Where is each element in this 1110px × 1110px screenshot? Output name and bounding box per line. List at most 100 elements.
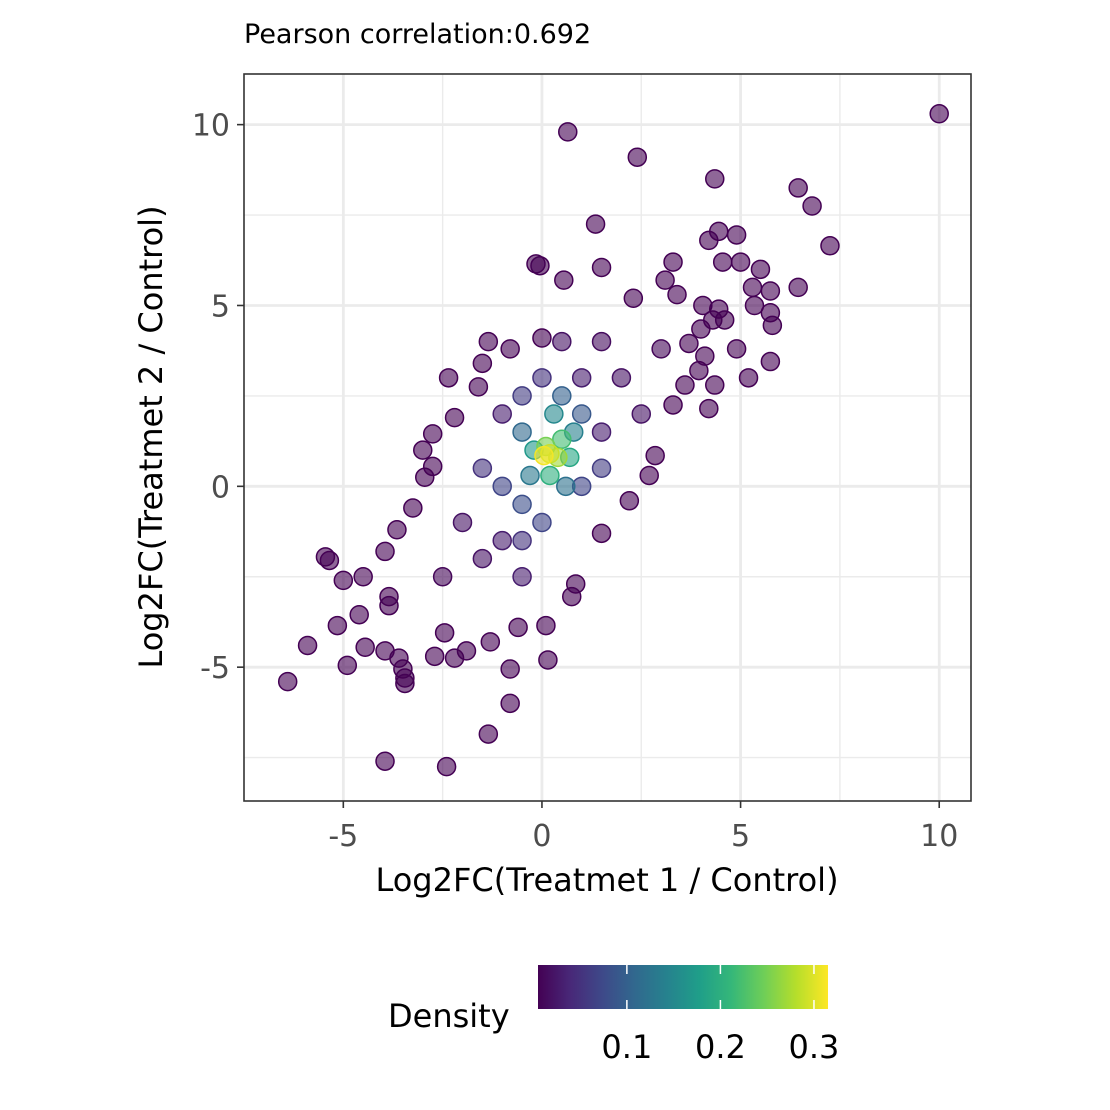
- data-point: [413, 440, 433, 460]
- data-point: [349, 604, 369, 625]
- data-point: [452, 512, 473, 533]
- data-point: [379, 595, 399, 616]
- data-point: [591, 458, 612, 478]
- data-point: [726, 225, 747, 245]
- data-point: [438, 368, 459, 388]
- x-axis-title: Log2FC(Treatmet 1 / Control): [375, 861, 838, 899]
- legend-tick-label: 0.2: [695, 1028, 746, 1066]
- data-point: [532, 512, 552, 533]
- data-point: [297, 635, 318, 656]
- data-point: [645, 445, 665, 466]
- data-point: [478, 331, 499, 352]
- data-point: [508, 617, 528, 638]
- data-point: [760, 281, 781, 301]
- data-point: [532, 328, 552, 348]
- plot-panel: [243, 73, 972, 802]
- data-point: [556, 476, 576, 497]
- data-point: [387, 519, 407, 540]
- data-point: [726, 339, 747, 359]
- data-point: [619, 491, 640, 511]
- data-point: [436, 756, 457, 777]
- data-point: [552, 429, 572, 450]
- data-point: [540, 465, 560, 486]
- data-point: [591, 422, 612, 442]
- data-point: [699, 398, 719, 419]
- data-point: [585, 214, 606, 234]
- data-point: [571, 368, 592, 388]
- data-point: [422, 424, 443, 444]
- data-point: [492, 476, 512, 497]
- data-point: [699, 230, 719, 251]
- data-point: [333, 570, 354, 591]
- data-point: [788, 277, 808, 298]
- data-point: [512, 386, 532, 406]
- data-point: [714, 310, 735, 330]
- x-axis: -5 0 5 10: [328, 801, 958, 854]
- points-layer: [277, 104, 949, 777]
- data-point: [651, 339, 671, 359]
- data-point: [631, 404, 652, 424]
- data-point: [742, 277, 763, 298]
- grid-minor: [244, 74, 971, 801]
- data-point: [472, 353, 493, 374]
- data-point: [478, 724, 499, 744]
- data-point: [712, 252, 733, 272]
- data-point: [472, 458, 493, 478]
- data-point: [611, 368, 632, 388]
- data-point: [820, 236, 840, 256]
- data-point: [472, 548, 493, 569]
- data-point: [327, 615, 348, 636]
- data-point: [750, 259, 771, 280]
- data-point: [480, 632, 501, 652]
- data-point: [536, 615, 556, 636]
- x-tick-label: 5: [731, 819, 750, 854]
- data-point: [492, 530, 512, 551]
- data-point: [512, 530, 532, 551]
- data-point: [693, 295, 713, 316]
- data-point: [730, 252, 751, 272]
- y-tick-label: -5: [200, 651, 230, 686]
- data-point: [277, 671, 298, 692]
- data-point: [520, 465, 540, 486]
- color-legend: Density 0.1 0.2 0.3: [388, 965, 839, 1066]
- data-point: [512, 494, 532, 515]
- data-point: [500, 339, 520, 359]
- data-point: [544, 404, 564, 424]
- legend-tick-label: 0.1: [601, 1028, 652, 1066]
- legend-tick-label: 0.3: [789, 1028, 840, 1066]
- data-point: [744, 295, 765, 316]
- panel-border: [243, 73, 972, 802]
- data-point: [532, 368, 552, 388]
- data-point: [591, 523, 612, 544]
- y-tick-label: 5: [211, 289, 230, 324]
- data-point: [788, 178, 808, 198]
- data-point: [353, 567, 373, 587]
- legend-ticks: 0.1 0.2 0.3: [601, 965, 839, 1066]
- data-point: [571, 404, 592, 424]
- data-point: [500, 693, 520, 714]
- data-point: [679, 333, 699, 354]
- y-axis: -5 0 5 10: [192, 109, 244, 686]
- data-point: [554, 270, 574, 290]
- data-point: [675, 375, 695, 395]
- data-point: [552, 386, 572, 406]
- data-point: [337, 655, 358, 676]
- grid-major: [244, 74, 971, 801]
- legend-title: Density: [388, 997, 510, 1035]
- data-point: [639, 465, 659, 486]
- data-point: [319, 550, 340, 571]
- data-point: [558, 122, 578, 142]
- x-tick-label: 0: [532, 819, 551, 854]
- data-point: [538, 650, 558, 670]
- data-point: [655, 270, 675, 290]
- data-point: [695, 346, 715, 366]
- data-point: [415, 467, 435, 488]
- y-axis-title: Log2FC(Treatmet 2 / Control): [132, 205, 170, 668]
- chart-title: Pearson correlation:0.692: [244, 19, 591, 50]
- data-point: [663, 395, 683, 415]
- data-point: [444, 407, 465, 428]
- data-point: [667, 284, 687, 305]
- data-point: [760, 351, 781, 372]
- data-point: [565, 574, 586, 594]
